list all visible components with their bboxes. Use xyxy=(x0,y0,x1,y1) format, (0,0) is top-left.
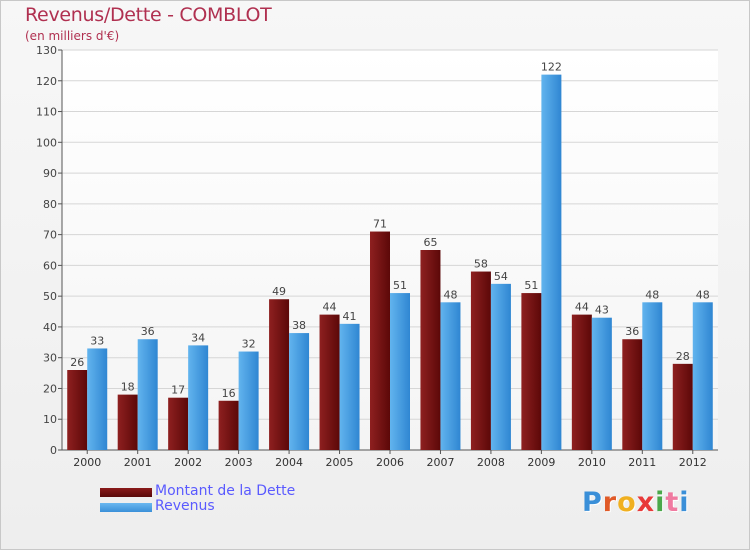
data-label-revenue: 38 xyxy=(292,319,306,332)
x-tick-label: 2011 xyxy=(628,456,656,469)
data-label-revenue: 48 xyxy=(645,288,659,301)
data-label-revenue: 54 xyxy=(494,270,508,283)
data-label-debt: 26 xyxy=(70,356,84,369)
bar-revenue xyxy=(390,293,410,450)
y-tick-label: 70 xyxy=(43,229,57,242)
bar-revenue xyxy=(339,323,360,450)
logo-letter: i xyxy=(655,487,666,518)
logo-letter: P xyxy=(582,487,603,518)
bar-debt xyxy=(521,293,542,450)
bar-revenue xyxy=(642,302,663,450)
chart-subtitle: (en milliers d'€) xyxy=(25,29,120,43)
legend-label-revenue: Revenus xyxy=(155,498,215,514)
bar-revenue xyxy=(87,348,108,450)
chart-title: Revenus/Dette - COMBLOT xyxy=(25,4,272,26)
data-label-revenue: 51 xyxy=(393,279,407,292)
x-tick-label: 2000 xyxy=(73,456,101,469)
bar-debt xyxy=(218,400,239,450)
x-tick-label: 2003 xyxy=(225,456,253,469)
bar-debt xyxy=(370,231,390,450)
y-tick-label: 20 xyxy=(43,382,57,395)
data-label-revenue: 33 xyxy=(90,334,104,347)
data-label-debt: 65 xyxy=(423,236,437,249)
bar-revenue xyxy=(188,345,209,450)
data-label-debt: 71 xyxy=(373,218,387,231)
x-tick-label: 2009 xyxy=(527,456,555,469)
logo-letter: i xyxy=(679,487,690,518)
bar-revenue xyxy=(541,74,562,450)
y-tick-label: 80 xyxy=(43,198,57,211)
bar-debt xyxy=(117,394,138,450)
y-tick-label: 0 xyxy=(50,444,57,457)
y-tick-label: 10 xyxy=(43,413,57,426)
logo-letter: o xyxy=(617,487,637,518)
y-tick-label: 90 xyxy=(43,167,57,180)
data-label-revenue: 32 xyxy=(242,338,256,351)
data-label-debt: 58 xyxy=(474,258,488,271)
legend-swatch-revenue xyxy=(100,503,152,512)
data-label-debt: 36 xyxy=(625,325,639,338)
y-tick-label: 130 xyxy=(36,44,57,57)
x-tick-label: 2007 xyxy=(426,456,454,469)
y-tick-label: 40 xyxy=(43,321,57,334)
bar-revenue xyxy=(440,302,461,450)
bar-debt xyxy=(571,314,592,450)
bar-debt xyxy=(420,250,441,450)
bar-revenue xyxy=(238,351,259,450)
data-label-revenue: 48 xyxy=(443,288,457,301)
data-label-revenue: 36 xyxy=(141,325,155,338)
bar-revenue xyxy=(289,333,310,450)
y-tick-label: 120 xyxy=(36,75,57,88)
x-tick-label: 2004 xyxy=(275,456,303,469)
bar-debt xyxy=(67,370,88,450)
x-tick-label: 2012 xyxy=(679,456,707,469)
x-tick-label: 2006 xyxy=(376,456,404,469)
logo-letter: t xyxy=(665,487,680,518)
y-tick-label: 60 xyxy=(43,259,57,272)
x-tick-label: 2001 xyxy=(124,456,152,469)
logo-letter: r xyxy=(602,487,618,518)
data-label-debt: 44 xyxy=(323,301,337,314)
bar-revenue xyxy=(591,317,612,450)
bar-debt xyxy=(672,363,693,450)
data-label-revenue: 43 xyxy=(595,304,609,317)
x-tick-label: 2008 xyxy=(477,456,505,469)
y-tick-label: 100 xyxy=(36,136,57,149)
data-label-debt: 28 xyxy=(676,350,690,363)
legend-label-debt: Montant de la Dette xyxy=(155,483,296,499)
bar-debt xyxy=(622,339,643,450)
proxiti-logo: Proxiti xyxy=(582,487,690,518)
data-label-debt: 16 xyxy=(222,387,236,400)
x-tick-label: 2005 xyxy=(326,456,354,469)
bar-debt xyxy=(269,299,290,450)
bar-revenue xyxy=(490,283,511,450)
legend-swatch-debt xyxy=(100,488,152,497)
y-tick-label: 110 xyxy=(36,106,57,119)
bar-debt xyxy=(470,271,491,450)
data-label-debt: 18 xyxy=(121,381,135,394)
data-label-debt: 44 xyxy=(575,301,589,314)
y-tick-label: 50 xyxy=(43,290,57,303)
data-label-revenue: 122 xyxy=(541,61,562,74)
logo-letter: x xyxy=(636,487,656,518)
bar-revenue xyxy=(692,302,713,450)
x-tick-label: 2002 xyxy=(174,456,202,469)
data-label-debt: 17 xyxy=(171,384,185,397)
bar-revenue xyxy=(137,339,158,450)
data-label-revenue: 48 xyxy=(696,288,710,301)
x-tick-label: 2010 xyxy=(578,456,606,469)
data-label-revenue: 34 xyxy=(191,331,205,344)
data-label-debt: 51 xyxy=(524,279,538,292)
data-label-revenue: 41 xyxy=(343,310,357,323)
bar-debt xyxy=(319,314,340,450)
bar-debt xyxy=(168,397,189,450)
data-label-debt: 49 xyxy=(272,285,286,298)
y-tick-label: 30 xyxy=(43,352,57,365)
